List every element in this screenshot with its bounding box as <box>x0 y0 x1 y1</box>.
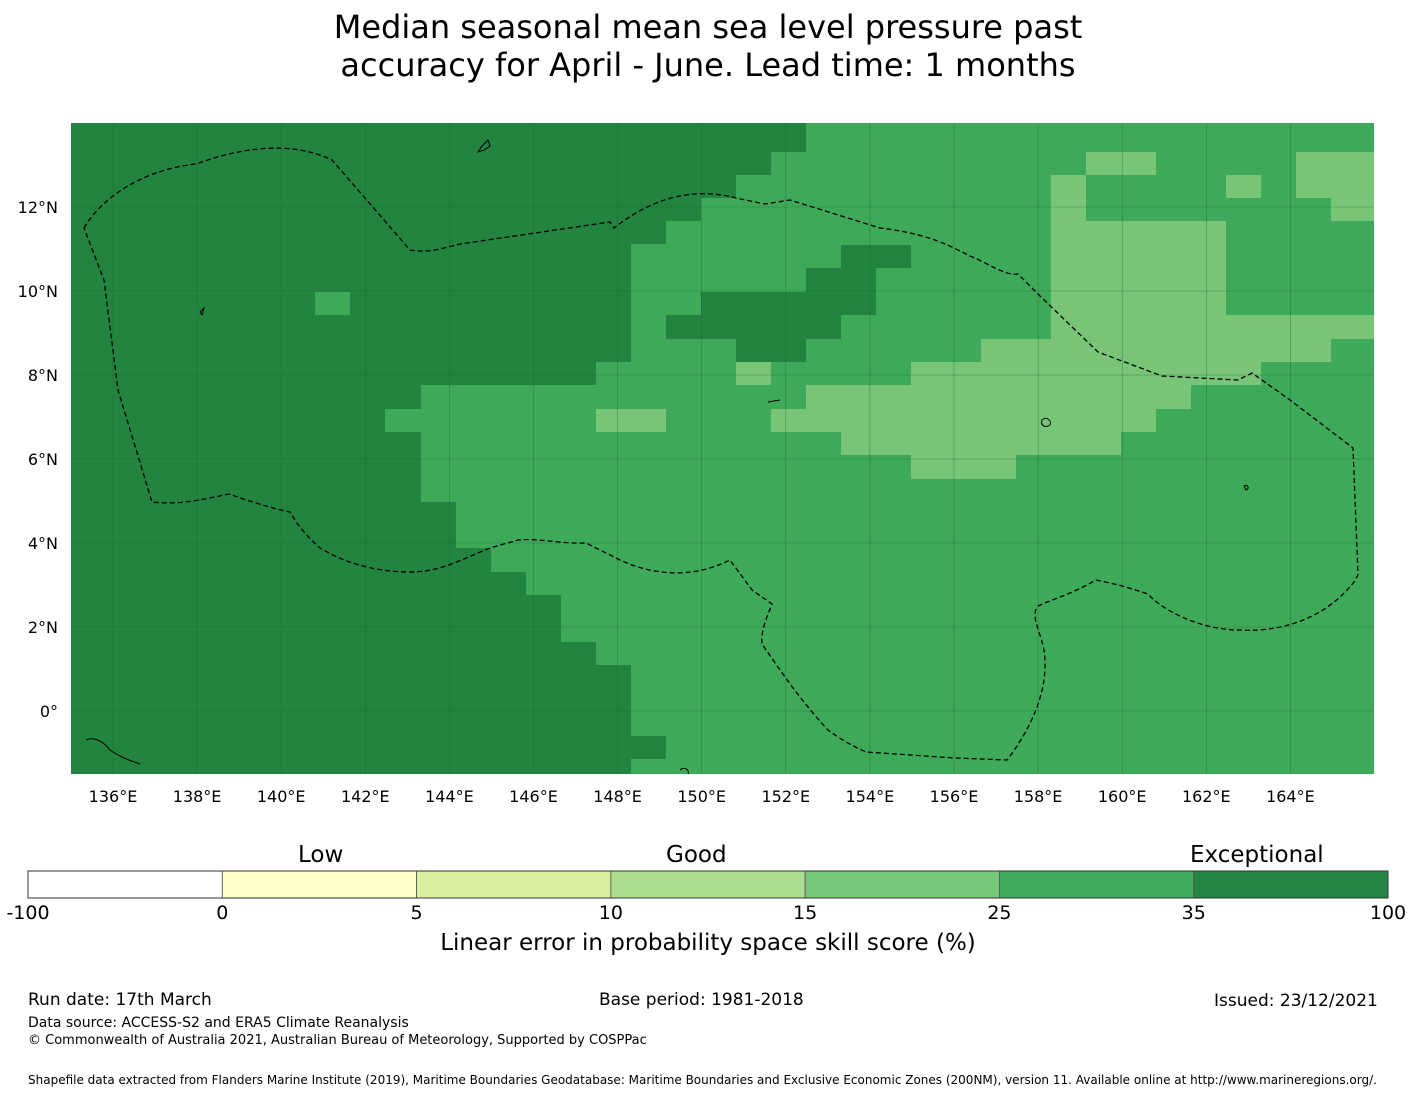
map-title: Median seasonal mean sea level pressure … <box>0 8 1416 84</box>
base-period: Base period: 1981-2018 <box>599 990 804 1010</box>
lat-tick-label: 10°N <box>18 282 58 301</box>
islands <box>85 139 1249 775</box>
colorbar-tick-label: 35 <box>1181 902 1206 924</box>
lon-tick-label: 138°E <box>173 787 222 806</box>
run-date: Run date: 17th March <box>28 990 212 1010</box>
lon-tick-label: 146°E <box>509 787 558 806</box>
colorbar-tick-label: 0 <box>216 902 229 924</box>
colorbar-tick-label: -100 <box>6 902 50 924</box>
data-source: Data source: ACCESS-S2 and ERA5 Climate … <box>28 1015 409 1031</box>
colorbar-segment <box>27 870 223 899</box>
title-line-2: accuracy for April - June. Lead time: 1 … <box>340 46 1076 84</box>
manus-island <box>679 767 689 775</box>
guam-island <box>476 139 491 153</box>
palau-eez-boundary <box>83 147 1359 761</box>
lon-tick-label: 158°E <box>1014 787 1063 806</box>
title-line-1: Median seasonal mean sea level pressure … <box>333 8 1083 46</box>
lon-tick-label: 136°E <box>89 787 138 806</box>
gridlines <box>71 123 1374 774</box>
lat-tick-label: 8°N <box>28 366 58 385</box>
copyright: © Commonwealth of Australia 2021, Austra… <box>28 1033 647 1048</box>
exceptional-region <box>71 123 806 774</box>
lat-tick-label: 0° <box>40 702 58 721</box>
skill-map: 136°E 138°E 140°E 142°E 144°E 146°E 148°E 150°E… <box>18 123 1374 806</box>
lon-tick-label: 144°E <box>425 787 474 806</box>
colorbar-label: Linear error in probability space skill … <box>440 930 976 956</box>
colorbar-tick-label: 10 <box>598 902 623 924</box>
lon-tick-labels: 136°E 138°E 140°E 142°E 144°E 146°E 148°E 150°E… <box>89 787 1315 806</box>
lon-tick-label: 160°E <box>1098 787 1147 806</box>
good-patch-west <box>491 385 561 409</box>
lon-tick-label: 142°E <box>341 787 390 806</box>
colorbar-frame <box>27 870 1389 899</box>
lat-tick-label: 12°N <box>18 198 58 217</box>
lon-tick-label: 164°E <box>1266 787 1315 806</box>
lon-tick-label: 156°E <box>930 787 979 806</box>
colorbar-segment <box>416 870 612 899</box>
colorbar-tick-label: 5 <box>410 902 423 924</box>
lon-tick-label: 154°E <box>846 787 895 806</box>
colorbar <box>27 870 1389 899</box>
colorbar-tick-label: 15 <box>793 902 818 924</box>
colorbar-category-good: Good <box>666 842 727 868</box>
atoll-1 <box>767 399 781 403</box>
lon-tick-label: 162°E <box>1182 787 1231 806</box>
lat-tick-labels: 12°N 10°N 8°N 6°N 4°N 2°N 0° <box>18 198 58 721</box>
colorbar-category-exceptional: Exceptional <box>1190 842 1324 868</box>
lon-tick-label: 150°E <box>677 787 726 806</box>
colorbar-segment <box>804 870 1000 899</box>
good-patch-small <box>315 292 350 315</box>
lat-tick-label: 6°N <box>28 450 58 469</box>
shapefile-credit: Shapefile data extracted from Flanders M… <box>28 1073 1377 1087</box>
png-coast <box>85 738 141 765</box>
lon-tick-label: 152°E <box>761 787 810 806</box>
colorbar-tick-label: 100 <box>1369 902 1407 924</box>
colorbar-segment <box>1193 870 1389 899</box>
colorbar-category-low: Low <box>298 842 344 868</box>
colorbar-segment <box>610 870 806 899</box>
kosrae-island <box>1243 485 1249 491</box>
colorbar-segment <box>999 870 1195 899</box>
lat-tick-label: 2°N <box>28 618 58 637</box>
issued-date: Issued: 23/12/2021 <box>1214 991 1378 1011</box>
pohnpei-island <box>1041 417 1051 427</box>
palau-island <box>199 306 206 317</box>
exceptional-center-block <box>666 245 911 362</box>
lat-tick-label: 4°N <box>28 534 58 553</box>
exceptional-patch <box>631 736 666 759</box>
colorbar-segment <box>221 870 417 899</box>
lon-tick-label: 148°E <box>593 787 642 806</box>
lon-tick-label: 140°E <box>257 787 306 806</box>
colorbar-tick-label: 25 <box>987 902 1012 924</box>
eez-boundaries <box>83 147 1359 761</box>
